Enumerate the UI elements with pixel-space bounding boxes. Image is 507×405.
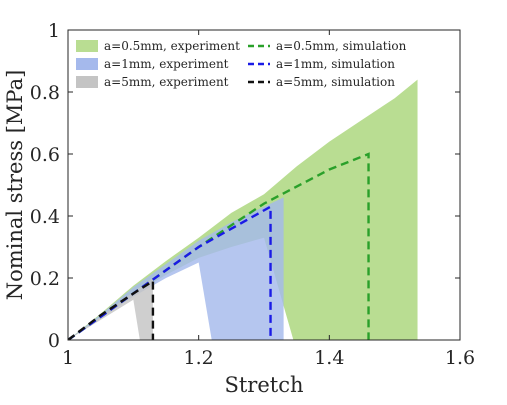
x-tick-label: 1.4 [314,347,344,369]
legend-item: a=1mm, simulation [248,57,395,71]
legend-swatch [76,76,98,88]
axes-box [67,29,461,341]
legend-label: a=1mm, experiment [104,57,229,71]
legend-swatch [76,58,98,70]
y-tick-label: 0.8 [30,82,60,104]
legend-item: a=0.5mm, experiment [76,39,240,53]
legend-item: a=5mm, simulation [248,75,395,89]
y-axis-label: Nominal stress [MPa] [3,70,27,301]
y-tick-label: 0.4 [30,206,60,228]
y-tick-label: 1 [48,20,60,42]
legend: a=0.5mm, experiment a=1mm, experiment a=5m… [76,39,407,89]
x-tick-label: 1.2 [184,347,214,369]
legend-label: a=5mm, simulation [276,75,395,89]
x-axis-label: Stretch [224,373,303,397]
plot-area [68,79,418,340]
legend-item: a=5mm, experiment [76,75,229,89]
axis-ticks: 1 1.2 1.4 1.6 0 0.2 0.4 0.6 0.8 1 [30,20,475,369]
x-tick-label: 1.6 [445,347,475,369]
y-tick-label: 0 [48,330,60,352]
legend-label: a=0.5mm, simulation [276,39,407,53]
legend-label: a=1mm, simulation [276,57,395,71]
y-tick-label: 0.2 [30,268,60,290]
legend-swatch [76,40,98,52]
x-tick-label: 1 [62,347,74,369]
line-a-5mm-simulation [68,278,155,340]
band-a-1mm-experiment [68,197,284,340]
legend-label: a=0.5mm, experiment [104,39,240,53]
legend-label: a=5mm, experiment [104,75,229,89]
y-tick-label: 0.6 [30,144,60,166]
legend-item: a=0.5mm, simulation [248,39,407,53]
legend-item: a=1mm, experiment [76,57,229,71]
